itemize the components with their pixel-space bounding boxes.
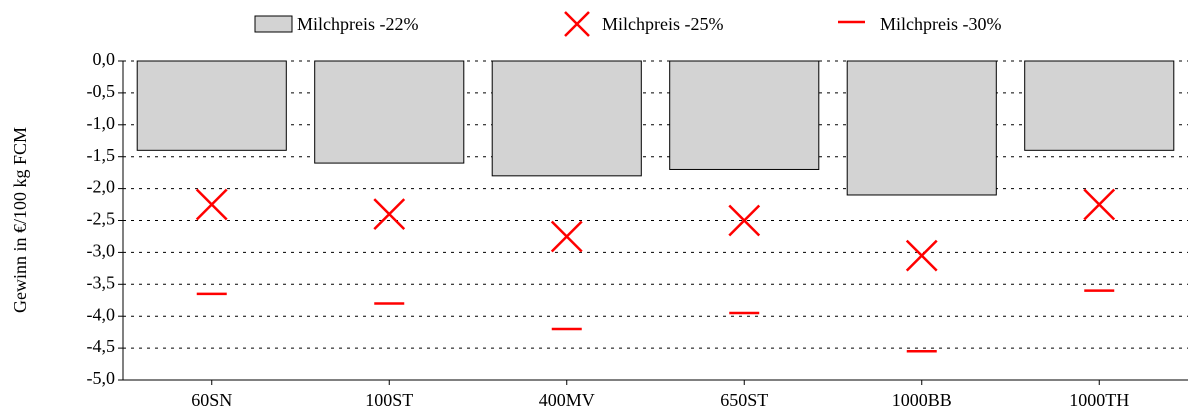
y-tick-label: -4,0 [87,304,116,324]
x-tick-label: 400MV [539,390,595,410]
y-tick-label: 0,0 [93,49,116,69]
y-tick-label: -4,5 [87,336,116,356]
y-tick-label: -0,5 [87,81,116,101]
x-marker [1083,188,1116,221]
bar [1024,60,1175,151]
bar [314,60,465,164]
y-tick-label: -1,5 [87,145,116,165]
legend-label: Milchpreis -25% [602,14,723,34]
y-tick-label: -3,5 [87,272,116,292]
y-tick-label: -2,5 [87,209,116,229]
x-tick-label: 100ST [365,390,413,410]
legend-label: Milchpreis -22% [297,14,418,34]
y-axis-label: Gewinn in €/100 kg FCM [10,127,30,313]
x-tick-label: 60SN [191,390,232,410]
y-tick-label: -5,0 [87,368,116,388]
bar [669,60,820,170]
x-marker [728,204,761,237]
x-marker [905,239,938,272]
y-tick-label: -1,0 [87,113,116,133]
bar [846,60,997,196]
x-tick-label: 1000TH [1069,390,1129,410]
x-marker [550,220,583,253]
bar [136,60,287,151]
x-marker [195,188,228,221]
x-marker [373,198,406,231]
y-tick-label: -2,0 [87,177,116,197]
x-tick-label: 650ST [720,390,768,410]
legend-label: Milchpreis -30% [880,14,1001,34]
x-tick-label: 1000BB [892,390,952,410]
legend-swatch [254,15,293,33]
bar [491,60,642,177]
y-tick-label: -3,0 [87,241,116,261]
legend-swatch [564,11,590,37]
